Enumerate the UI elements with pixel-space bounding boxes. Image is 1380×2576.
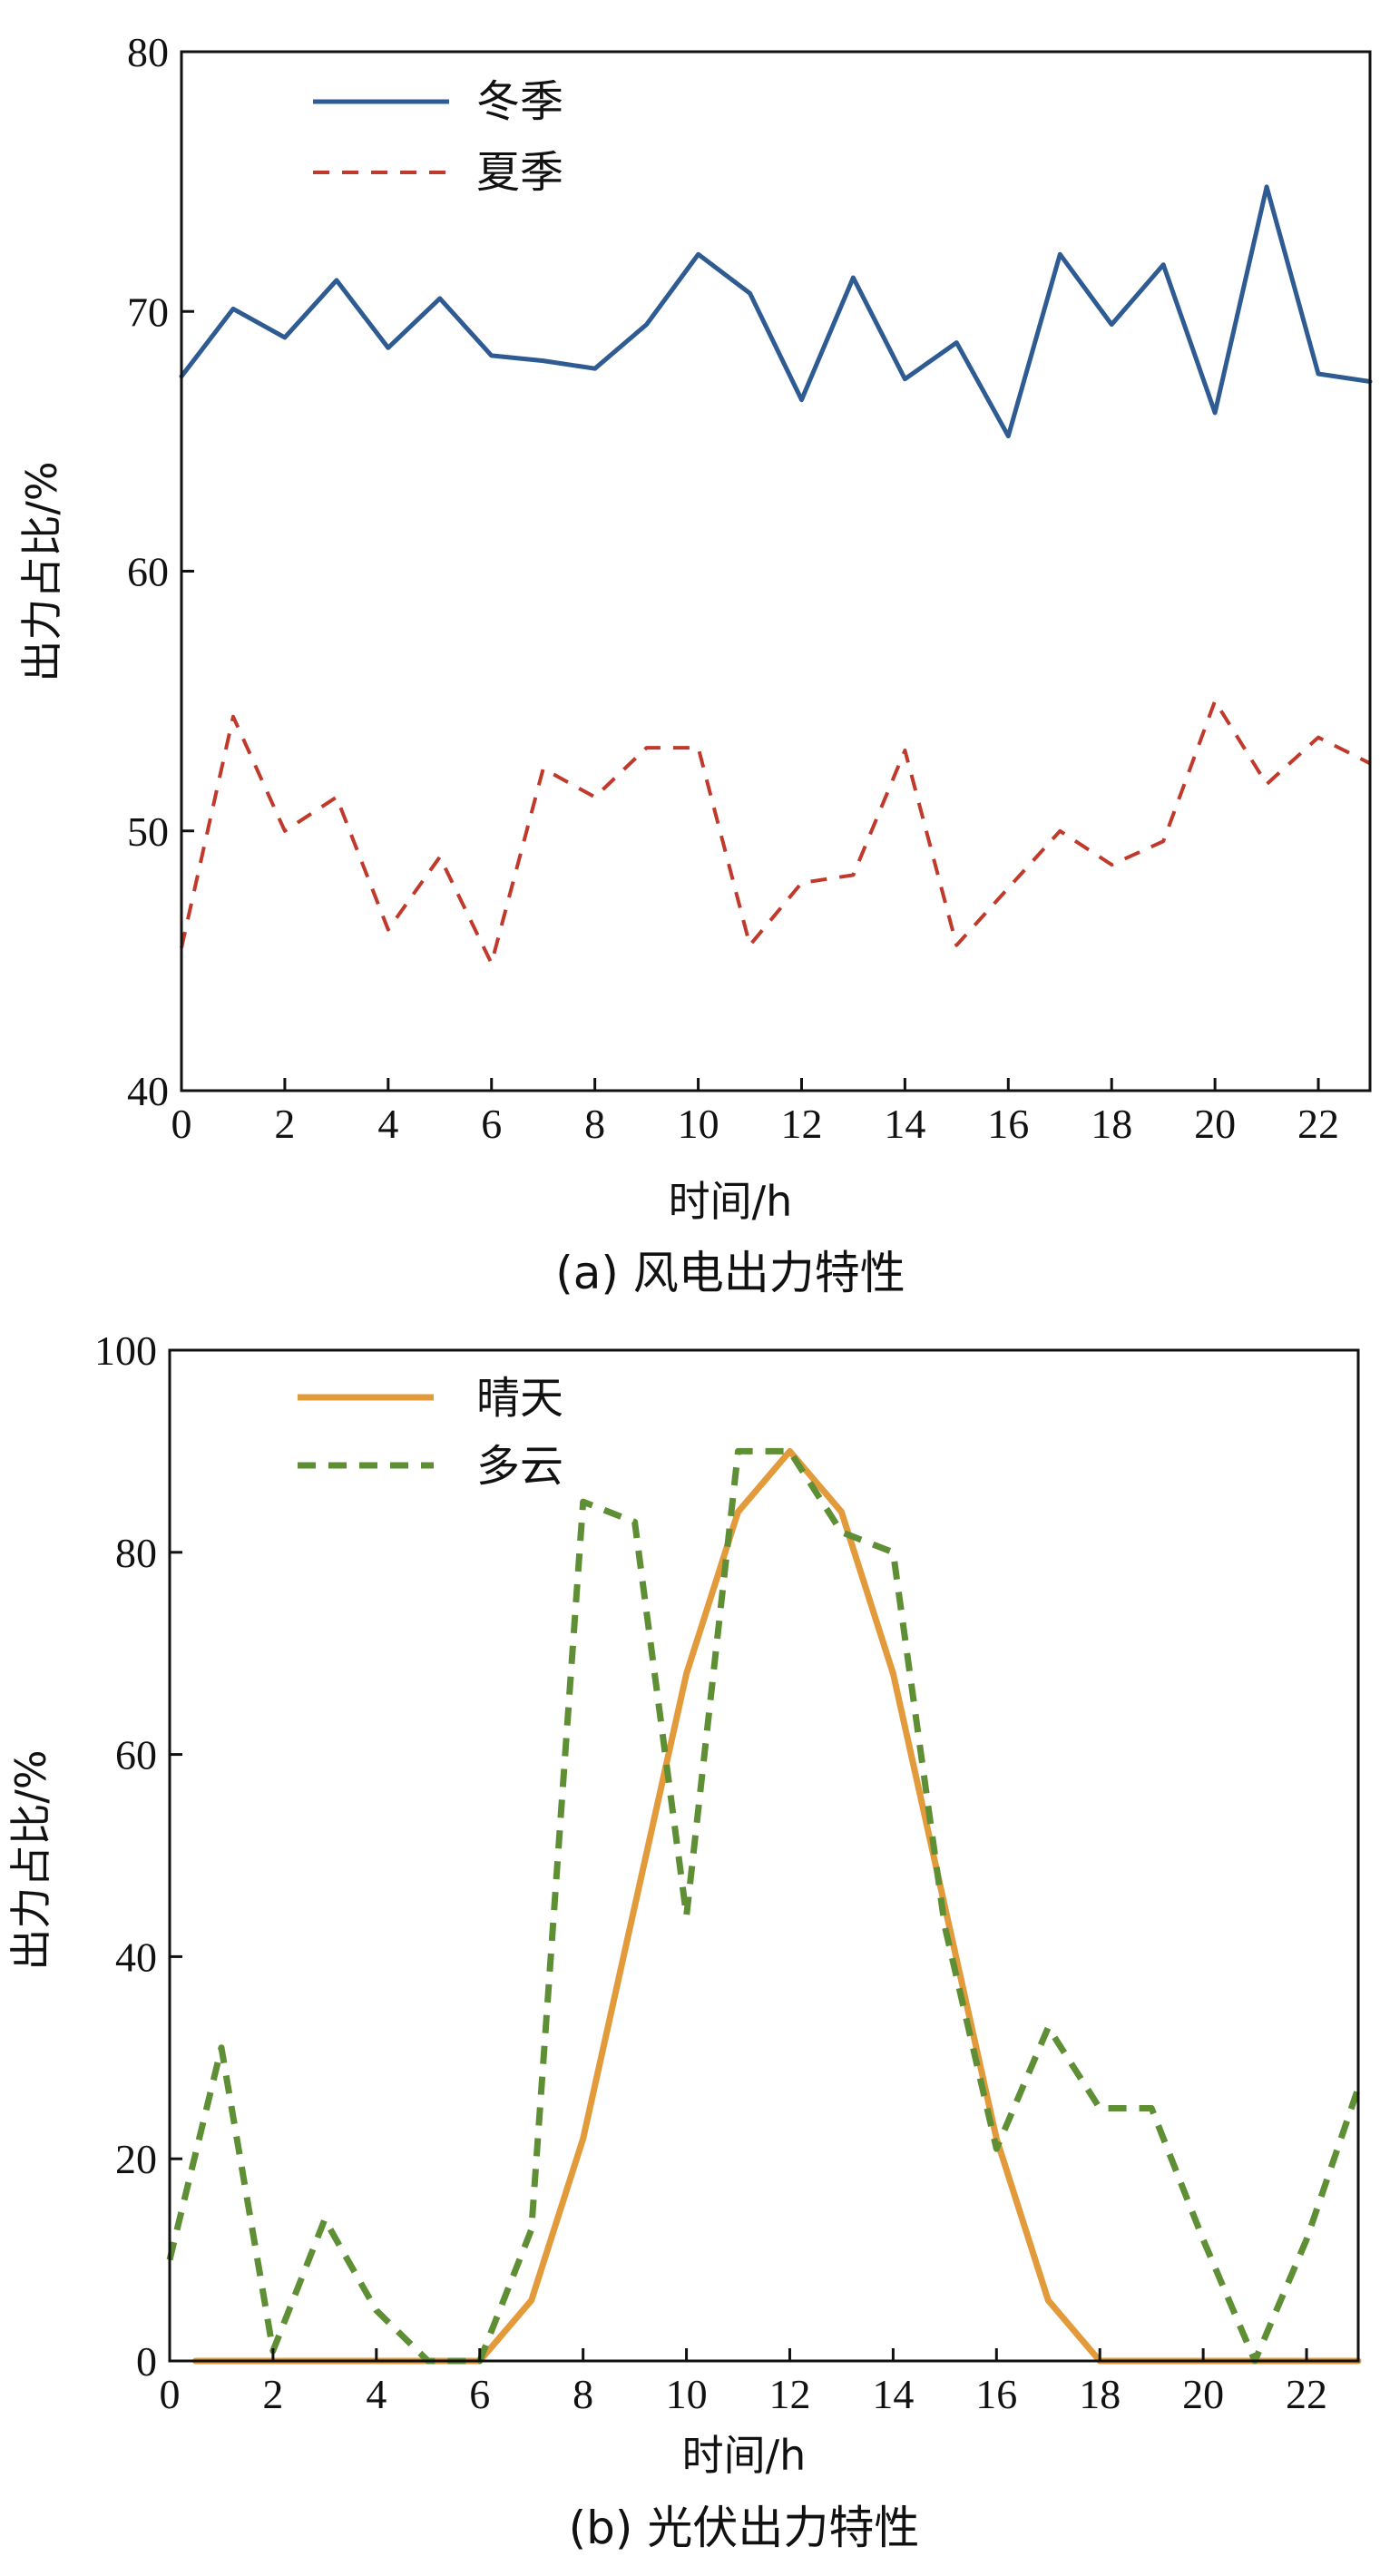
pv-y-tick-label: 40 <box>115 1934 157 1980</box>
wind-x-tick-label: 8 <box>584 1101 605 1147</box>
wind-x-tick-label: 0 <box>171 1101 192 1147</box>
pv-data-point <box>839 1531 843 1534</box>
pv-power-chart: 0 2 4 6 8 10 12 14 16 18 20 22 0 20 40 60 80 100 晴天 多云 出力… <box>6 1327 1362 2554</box>
pv-x-tick-label: 16 <box>975 2371 1017 2417</box>
wind-x-tick-label: 12 <box>780 1101 822 1147</box>
pv-x-tick-label: 18 <box>1079 2371 1121 2417</box>
wind-series-line-b <box>180 699 1371 965</box>
legend-label-cloudy: 多云 <box>476 1441 563 1492</box>
pv-x-tick-label: 10 <box>666 2371 708 2417</box>
wind-plot-frame <box>180 50 1372 1092</box>
pv-x-tick-label: 12 <box>768 2371 810 2417</box>
pv-series-line-b <box>166 1447 1362 2365</box>
pv-plot-frame <box>168 1348 1360 2363</box>
wind-x-tick-label: 22 <box>1297 1101 1339 1147</box>
wind-data-point <box>749 944 752 947</box>
pv-x-tick-label: 6 <box>469 2371 490 2417</box>
wind-y-axis-title: 出力占比/% <box>17 461 66 681</box>
pv-x-tick-label: 4 <box>366 2371 387 2417</box>
pv-x-tick-label: 22 <box>1286 2371 1327 2417</box>
pv-y-tick-label: 80 <box>115 1530 157 1576</box>
wind-x-axis-title: 时间/h <box>669 1177 793 1226</box>
wind-x-tick-label: 16 <box>987 1101 1029 1147</box>
wind-series-line-a <box>179 184 1373 439</box>
pv-legend: 晴天 多云 <box>298 1373 563 1492</box>
pv-x-tick-label: 8 <box>573 2371 593 2417</box>
wind-caption: (a) 风电出力特性 <box>555 1247 905 1299</box>
wind-data-point <box>697 746 700 749</box>
wind-y-tick-label: 70 <box>127 289 169 335</box>
pv-ticks-layer: 0 2 4 6 8 10 12 14 16 18 20 22 0 20 40 60 80 100 <box>94 1327 1327 2417</box>
pv-data-point <box>891 1551 895 1554</box>
wind-x-tick-label: 14 <box>884 1101 925 1147</box>
legend-label-summer: 夏季 <box>476 147 563 198</box>
wind-y-tick-label: 40 <box>127 1068 169 1114</box>
pv-y-tick-label: 20 <box>115 2136 157 2182</box>
wind-data-point <box>800 881 804 885</box>
wind-data-point <box>1006 886 1010 890</box>
pv-caption: (b) 光伏出力特性 <box>569 2502 920 2554</box>
pv-x-axis-title: 时间/h <box>682 2431 807 2480</box>
wind-x-tick-label: 2 <box>274 1101 295 1147</box>
wind-x-tick-label: 18 <box>1091 1101 1132 1147</box>
legend-label-winter: 冬季 <box>476 76 563 127</box>
wind-x-tick-label: 10 <box>678 1101 719 1147</box>
pv-x-tick-label: 20 <box>1182 2371 1224 2417</box>
pv-x-tick-label: 2 <box>262 2371 283 2417</box>
wind-series-layer <box>179 184 1373 965</box>
wind-x-tick-label: 6 <box>481 1101 502 1147</box>
pv-series-line-a <box>192 1447 1362 2365</box>
pv-y-tick-label: 60 <box>115 1732 157 1778</box>
wind-y-tick-label: 80 <box>127 29 169 75</box>
wind-x-tick-label: 20 <box>1194 1101 1236 1147</box>
wind-y-tick-label: 60 <box>127 549 169 595</box>
pv-series-layer <box>166 1447 1362 2365</box>
pv-x-tick-label: 0 <box>160 2371 181 2417</box>
pv-x-tick-label: 14 <box>872 2371 914 2417</box>
pv-y-tick-label: 100 <box>94 1327 157 1374</box>
pv-data-point <box>685 1915 689 1918</box>
pv-y-axis-title: 出力占比/% <box>6 1749 55 1970</box>
wind-legend: 冬季 夏季 <box>313 76 563 198</box>
wind-x-tick-label: 4 <box>377 1101 398 1147</box>
wind-ticks-layer: 0 2 4 6 8 10 12 14 16 18 20 22 40 50 60 70 80 <box>127 29 1339 1147</box>
wind-data-point <box>490 962 494 965</box>
legend-label-sunny: 晴天 <box>476 1373 563 1424</box>
pv-y-tick-label: 0 <box>136 2338 157 2385</box>
wind-power-chart: 0 2 4 6 8 10 12 14 16 18 20 22 40 50 60 70 80 冬季 夏季 出力占比… <box>17 29 1373 1299</box>
wind-y-tick-label: 50 <box>127 808 169 855</box>
wind-data-point <box>593 796 597 799</box>
pv-data-point <box>1098 2107 1101 2111</box>
